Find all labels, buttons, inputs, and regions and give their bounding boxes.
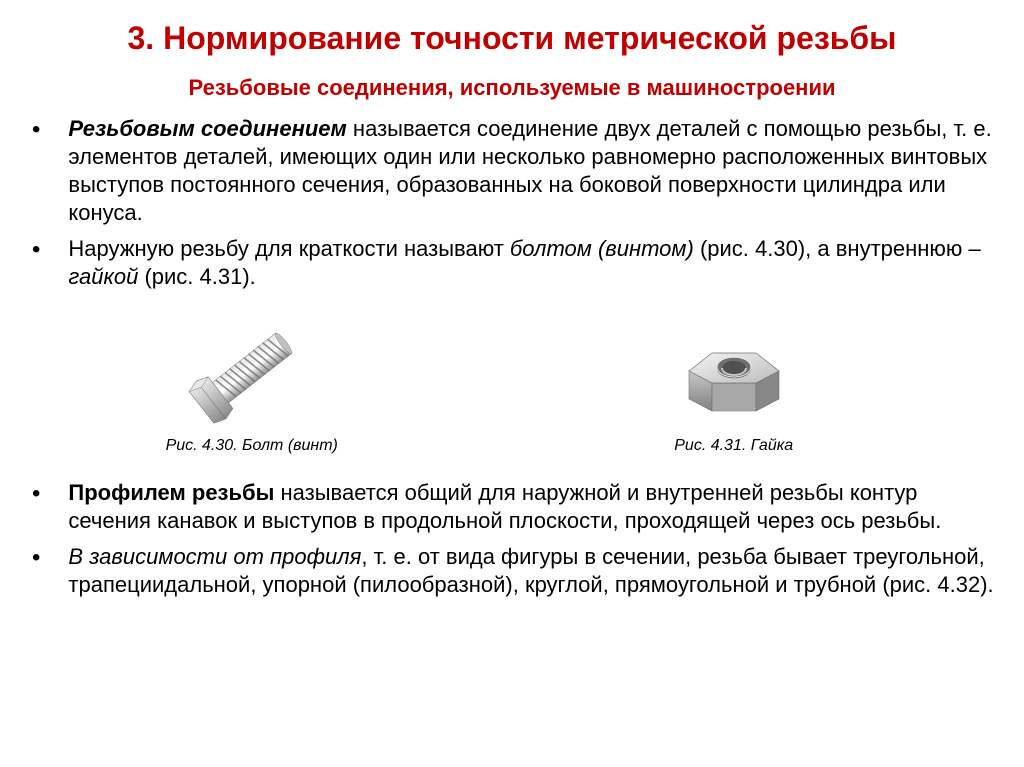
bullet-mark: •	[32, 235, 40, 265]
term-depending-profile: В зависимости от профиля	[68, 544, 361, 569]
bullet-text-3: Профилем резьбы называется общий для нар…	[68, 479, 994, 535]
term-nut: гайкой	[68, 264, 138, 289]
b2a: Наружную резьбу для краткости называют	[68, 236, 510, 261]
figure-caption-bolt: Рис. 4.30. Болт (винт)	[166, 437, 338, 455]
bullet-text-2: Наружную резьбу для краткости называют б…	[68, 235, 994, 291]
figures-row: Рис. 4.30. Болт (винт)	[30, 303, 994, 455]
b2e: (рис. 4.31).	[138, 264, 255, 289]
figure-bolt: Рис. 4.30. Болт (винт)	[30, 303, 473, 455]
bullet-text-1: Резьбовым соединением называется соедине…	[68, 115, 994, 227]
nut-icon	[659, 308, 809, 428]
bullet-mark: •	[32, 543, 40, 573]
term-thread-profile: Профилем резьбы	[68, 480, 274, 505]
figure-caption-nut: Рис. 4.31. Гайка	[674, 437, 793, 455]
bullet-text-4: В зависимости от профиля, т. е. от вида …	[68, 543, 994, 599]
title: 3. Нормирование точности метрической рез…	[30, 20, 994, 57]
bolt-icon	[187, 308, 317, 428]
bullet-1: • Резьбовым соединением называется соеди…	[30, 115, 994, 227]
term-bolt: болтом (винтом)	[510, 236, 694, 261]
figure-nut: Рис. 4.31. Гайка	[473, 303, 994, 455]
bullet-mark: •	[32, 115, 40, 145]
term-threaded-connection: Резьбовым соединением	[68, 116, 346, 141]
bullet-3: • Профилем резьбы называется общий для н…	[30, 479, 994, 535]
bullet-2: • Наружную резьбу для краткости называют…	[30, 235, 994, 291]
subtitle: Резьбовые соединения, используемые в маш…	[30, 75, 994, 101]
b2c: (рис. 4.30), а внутреннюю –	[694, 236, 981, 261]
bullet-4: • В зависимости от профиля, т. е. от вид…	[30, 543, 994, 599]
bullet-mark: •	[32, 479, 40, 509]
